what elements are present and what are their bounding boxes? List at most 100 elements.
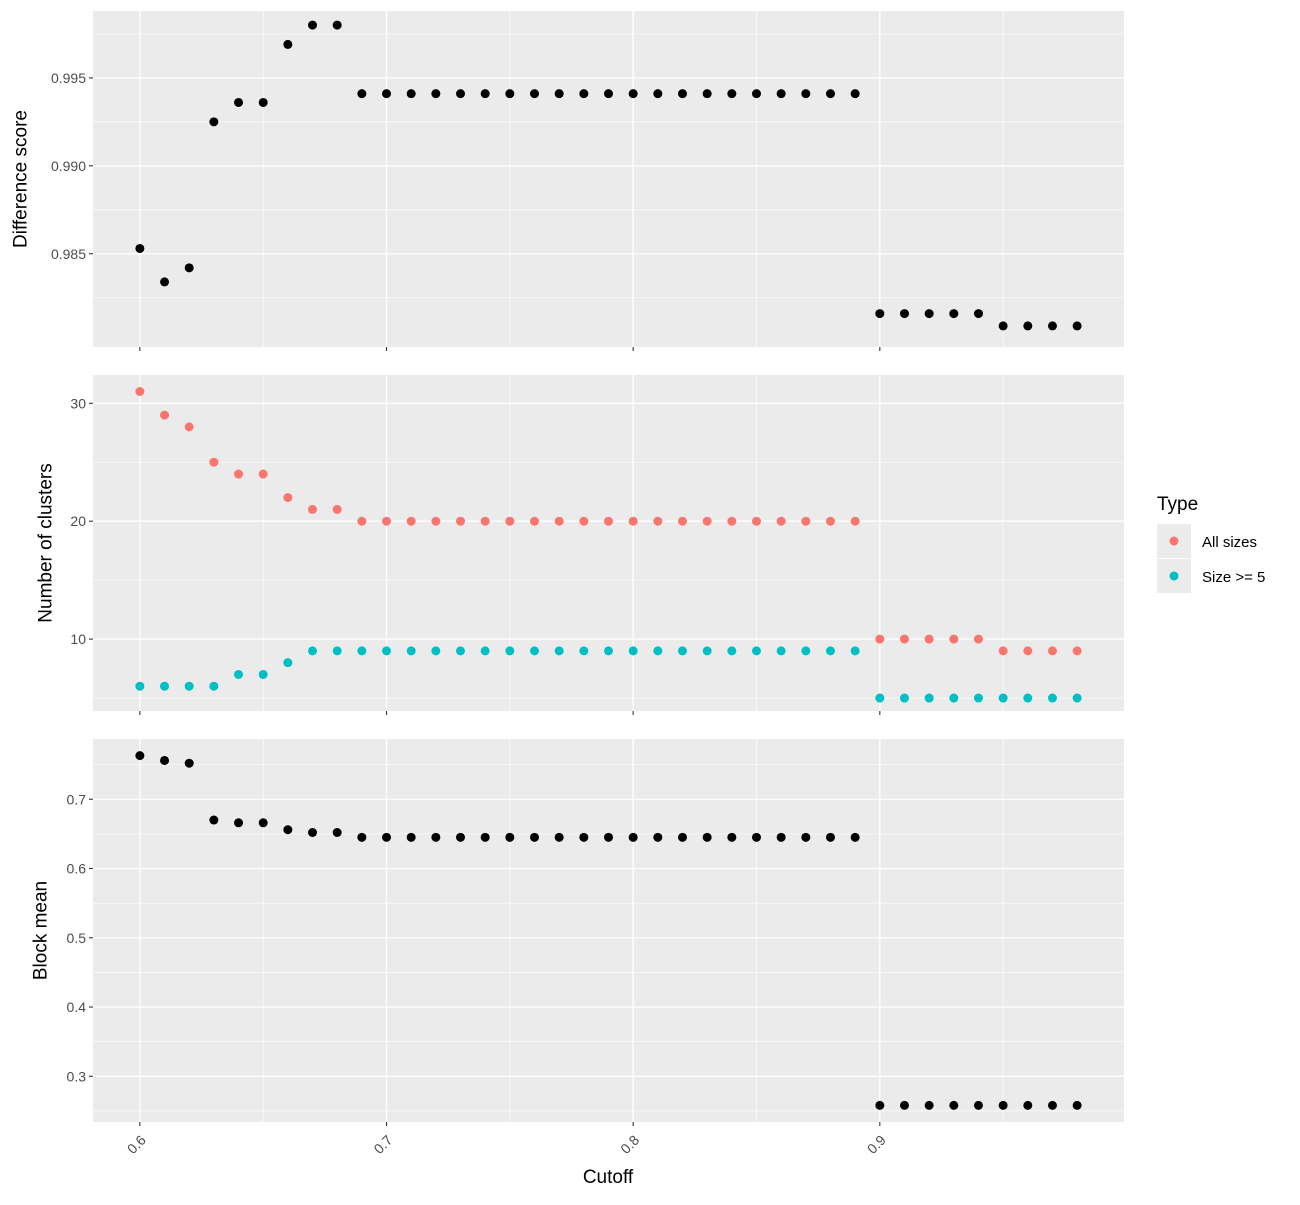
data-point-difference-score <box>456 89 466 99</box>
data-point-difference-score <box>1023 321 1033 331</box>
data-point-difference-score <box>1072 321 1082 331</box>
data-point-all-sizes <box>505 516 515 526</box>
data-point-size-ge-5 <box>949 693 959 703</box>
data-point-all-sizes <box>924 634 934 644</box>
data-point-difference-score <box>973 309 983 319</box>
data-point-size-ge-5 <box>332 646 342 656</box>
data-point-size-ge-5 <box>924 693 934 703</box>
data-point-all-sizes <box>1072 646 1082 656</box>
data-point-all-sizes <box>332 504 342 514</box>
data-point-all-sizes <box>825 516 835 526</box>
panel-1: 10 20 30 Number of clusters <box>36 375 1124 715</box>
data-point-block-mean <box>899 1100 909 1110</box>
y-tick-label: 20 <box>70 513 86 529</box>
data-point-size-ge-5 <box>234 669 244 679</box>
data-point-all-sizes <box>677 516 687 526</box>
data-point-block-mean <box>850 832 860 842</box>
data-point-difference-score <box>628 89 638 99</box>
panel-2: 0.3 0.4 0.5 0.6 0.7 0.6 0.7 0.8 0.9 Block mean <box>31 739 1124 1157</box>
y-tick-label: 0.995 <box>51 70 86 86</box>
data-point-block-mean <box>308 827 318 837</box>
data-point-block-mean <box>406 832 416 842</box>
data-point-difference-score <box>357 89 367 99</box>
data-point-all-sizes <box>899 634 909 644</box>
data-point-difference-score <box>776 89 786 99</box>
data-point-size-ge-5 <box>751 646 761 656</box>
data-point-difference-score <box>850 89 860 99</box>
data-point-block-mean <box>628 832 638 842</box>
data-point-size-ge-5 <box>825 646 835 656</box>
data-point-all-sizes <box>160 410 170 420</box>
legend-dot-size-ge-5 <box>1169 571 1179 581</box>
data-point-all-sizes <box>554 516 564 526</box>
panel-background <box>93 11 1124 347</box>
data-point-size-ge-5 <box>431 646 441 656</box>
data-point-size-ge-5 <box>727 646 737 656</box>
y-axis-title: Number of clusters <box>36 463 57 622</box>
data-point-size-ge-5 <box>554 646 564 656</box>
data-point-all-sizes <box>751 516 761 526</box>
data-point-size-ge-5 <box>1023 693 1033 703</box>
data-point-difference-score <box>431 89 441 99</box>
data-point-block-mean <box>530 832 540 842</box>
data-point-difference-score <box>604 89 613 99</box>
x-tick-label: 0.8 <box>617 1132 642 1157</box>
y-tick-label: 0.985 <box>51 246 86 262</box>
y-tick-label: 30 <box>70 395 86 411</box>
data-point-size-ge-5 <box>1047 693 1057 703</box>
data-point-block-mean <box>135 751 145 761</box>
data-point-all-sizes <box>234 469 244 479</box>
data-point-difference-score <box>825 89 835 99</box>
data-point-size-ge-5 <box>998 693 1008 703</box>
x-axis-title: Cutoff <box>583 1167 634 1188</box>
data-point-size-ge-5 <box>382 646 392 656</box>
data-point-block-mean <box>258 818 268 828</box>
data-point-size-ge-5 <box>184 681 194 691</box>
y-tick-label: 0.4 <box>67 999 87 1015</box>
data-point-block-mean <box>949 1100 959 1110</box>
data-point-all-sizes <box>209 457 219 467</box>
data-point-block-mean <box>431 832 441 842</box>
data-point-block-mean <box>184 758 194 768</box>
y-tick-label: 0.990 <box>51 158 86 174</box>
data-point-difference-score <box>308 20 318 30</box>
data-point-size-ge-5 <box>875 693 885 703</box>
data-point-all-sizes <box>604 516 613 526</box>
data-point-size-ge-5 <box>480 646 490 656</box>
data-point-block-mean <box>998 1100 1008 1110</box>
chart-panels: 0.985 0.990 0.995 Difference score 10 20 30 Num… <box>11 11 1124 1157</box>
data-point-all-sizes <box>431 516 441 526</box>
data-point-all-sizes <box>702 516 712 526</box>
data-point-all-sizes <box>184 422 194 432</box>
data-point-size-ge-5 <box>406 646 416 656</box>
data-point-block-mean <box>751 832 761 842</box>
legend-label-all-sizes: All sizes <box>1202 534 1257 551</box>
data-point-size-ge-5 <box>530 646 540 656</box>
data-point-all-sizes <box>973 634 983 644</box>
data-point-all-sizes <box>579 516 589 526</box>
data-point-size-ge-5 <box>850 646 860 656</box>
data-point-difference-score <box>801 89 811 99</box>
data-point-block-mean <box>554 832 564 842</box>
data-point-block-mean <box>875 1100 885 1110</box>
data-point-block-mean <box>727 832 737 842</box>
data-point-size-ge-5 <box>258 669 268 679</box>
data-point-difference-score <box>899 309 909 319</box>
data-point-block-mean <box>653 832 663 842</box>
data-point-size-ge-5 <box>973 693 983 703</box>
data-point-block-mean <box>825 832 835 842</box>
data-point-block-mean <box>382 832 392 842</box>
data-point-difference-score <box>209 117 219 127</box>
data-point-difference-score <box>283 39 293 49</box>
data-point-all-sizes <box>776 516 786 526</box>
data-point-block-mean <box>973 1100 983 1110</box>
data-point-difference-score <box>135 243 145 253</box>
y-axis-title: Block mean <box>31 881 52 980</box>
data-point-all-sizes <box>1047 646 1057 656</box>
x-tick-label: 0.7 <box>370 1132 395 1157</box>
panel-background <box>93 375 1124 711</box>
data-point-size-ge-5 <box>160 681 170 691</box>
data-point-difference-score <box>727 89 737 99</box>
data-point-block-mean <box>1072 1100 1082 1110</box>
